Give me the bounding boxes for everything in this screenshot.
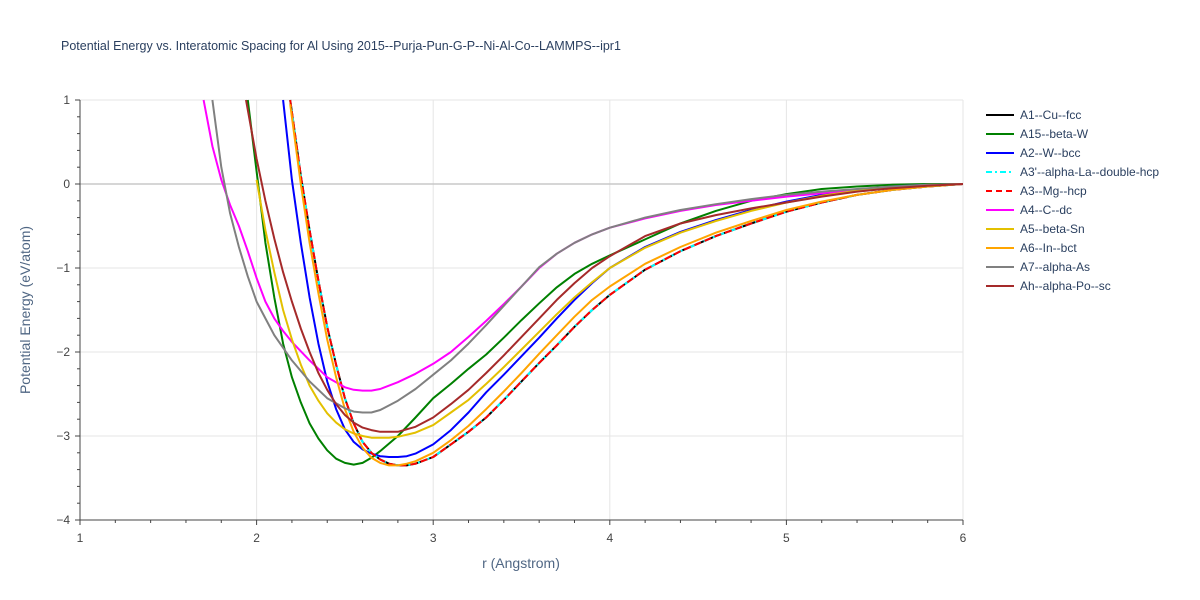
legend-label-0[interactable]: A1--Cu--fcc — [1020, 108, 1081, 122]
x-tick-labels: 1 2 3 4 5 6 — [77, 531, 967, 545]
legend-label-9[interactable]: Ah--alpha-Po--sc — [1020, 279, 1111, 293]
x-tick-label: 5 — [783, 531, 790, 545]
x-tick-label: 1 — [77, 531, 84, 545]
y-tick-label: −3 — [56, 429, 70, 443]
series-line-4 — [289, 99, 963, 467]
legend-label-2[interactable]: A2--W--bcc — [1020, 146, 1080, 160]
x-axis-title: r (Angstrom) — [482, 555, 560, 571]
y-tick-labels: 1 0 −1 −2 −3 −4 — [56, 93, 70, 527]
y-tick-label: 1 — [63, 93, 70, 107]
legend-label-1[interactable]: A15--beta-W — [1020, 127, 1089, 141]
series-line-5 — [202, 99, 963, 392]
grid-lines — [80, 99, 964, 520]
y-tick-label: −2 — [56, 345, 70, 359]
y-tick-label: −1 — [56, 261, 70, 275]
y-tick-label: −4 — [56, 513, 70, 527]
legend-label-4[interactable]: A3--Mg--hcp — [1020, 184, 1087, 198]
x-tick-label: 3 — [430, 531, 437, 545]
x-tick-label: 4 — [606, 531, 613, 545]
y-axis-title: Potential Energy (eV/atom) — [17, 226, 33, 394]
y-tick-label: 0 — [63, 177, 70, 191]
legend-label-6[interactable]: A5--beta-Sn — [1020, 222, 1085, 236]
legend-label-7[interactable]: A6--In--bct — [1020, 241, 1077, 255]
axes — [75, 99, 964, 525]
legend-label-5[interactable]: A4--C--dc — [1020, 203, 1072, 217]
x-tick-label: 2 — [253, 531, 260, 545]
series-line-1 — [246, 99, 963, 466]
series-line-6 — [255, 179, 963, 439]
legend[interactable]: A1--Cu--fcc A15--beta-W A2--W--bcc A3'--alp… — [986, 108, 1159, 293]
series-line-3 — [289, 99, 963, 467]
series-line-8 — [211, 99, 963, 414]
series-lines — [202, 99, 963, 467]
legend-label-8[interactable]: A7--alpha-As — [1020, 260, 1090, 274]
x-tick-label: 6 — [960, 531, 967, 545]
series-line-7 — [289, 104, 963, 467]
series-line-9 — [245, 99, 963, 433]
chart-title: Potential Energy vs. Interatomic Spacing… — [61, 39, 621, 53]
legend-label-3[interactable]: A3'--alpha-La--double-hcp — [1020, 165, 1159, 179]
